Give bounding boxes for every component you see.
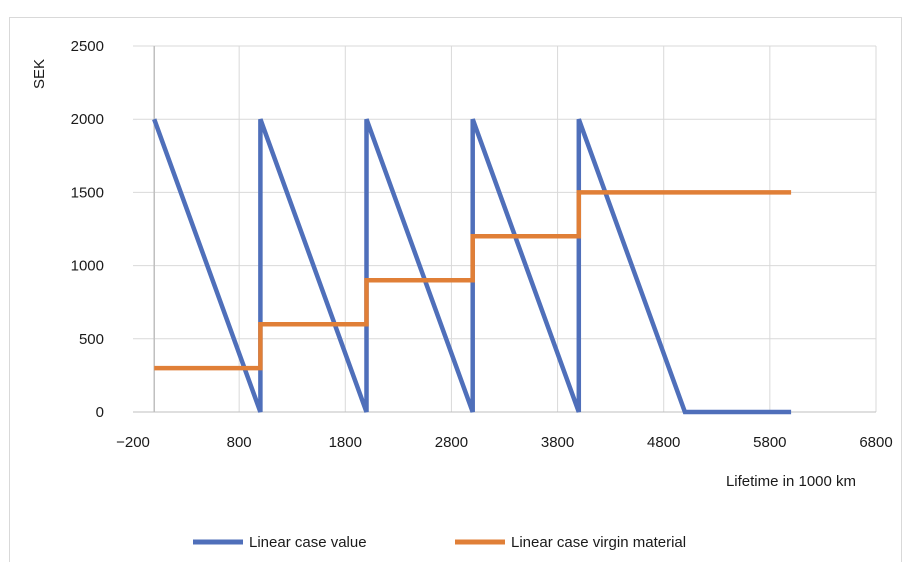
chart-frame [9,17,902,562]
x-tick-labels: −200 800 1800 2800 3800 4800 5800 6800 [116,434,893,451]
x-tick-label: −200 [116,434,150,451]
y-tick-labels: 0 500 1000 1500 2000 2500 [71,38,104,421]
legend-label-linear-case-virgin-material: Linear case virgin material [511,534,686,551]
x-tick-label: 6800 [859,434,892,451]
series-line-linear-case-value [152,118,792,415]
x-tick-label: 1800 [329,434,362,451]
legend: Linear case value Linear case virgin mat… [193,534,686,551]
y-tick-label: 1000 [71,258,104,275]
y-tick-label: 1500 [71,184,104,201]
legend-label-linear-case-value: Linear case value [249,534,367,551]
x-axis-title: Lifetime in 1000 km [726,473,856,490]
x-tick-label: 3800 [541,434,574,451]
series-lines [152,118,792,415]
y-axis-title: SEK [31,59,48,89]
y-tick-label: 500 [79,331,104,348]
y-tick-label: 2000 [71,111,104,128]
y-tick-label: 2500 [71,38,104,55]
series-line-linear-case-virgin-material [154,190,792,371]
gridlines [133,45,877,412]
x-tick-label: 4800 [647,434,680,451]
axes [133,46,876,413]
y-tick-label: 0 [96,404,104,421]
x-tick-label: 2800 [435,434,468,451]
x-tick-label: 800 [227,434,252,451]
x-tick-label: 5800 [753,434,786,451]
